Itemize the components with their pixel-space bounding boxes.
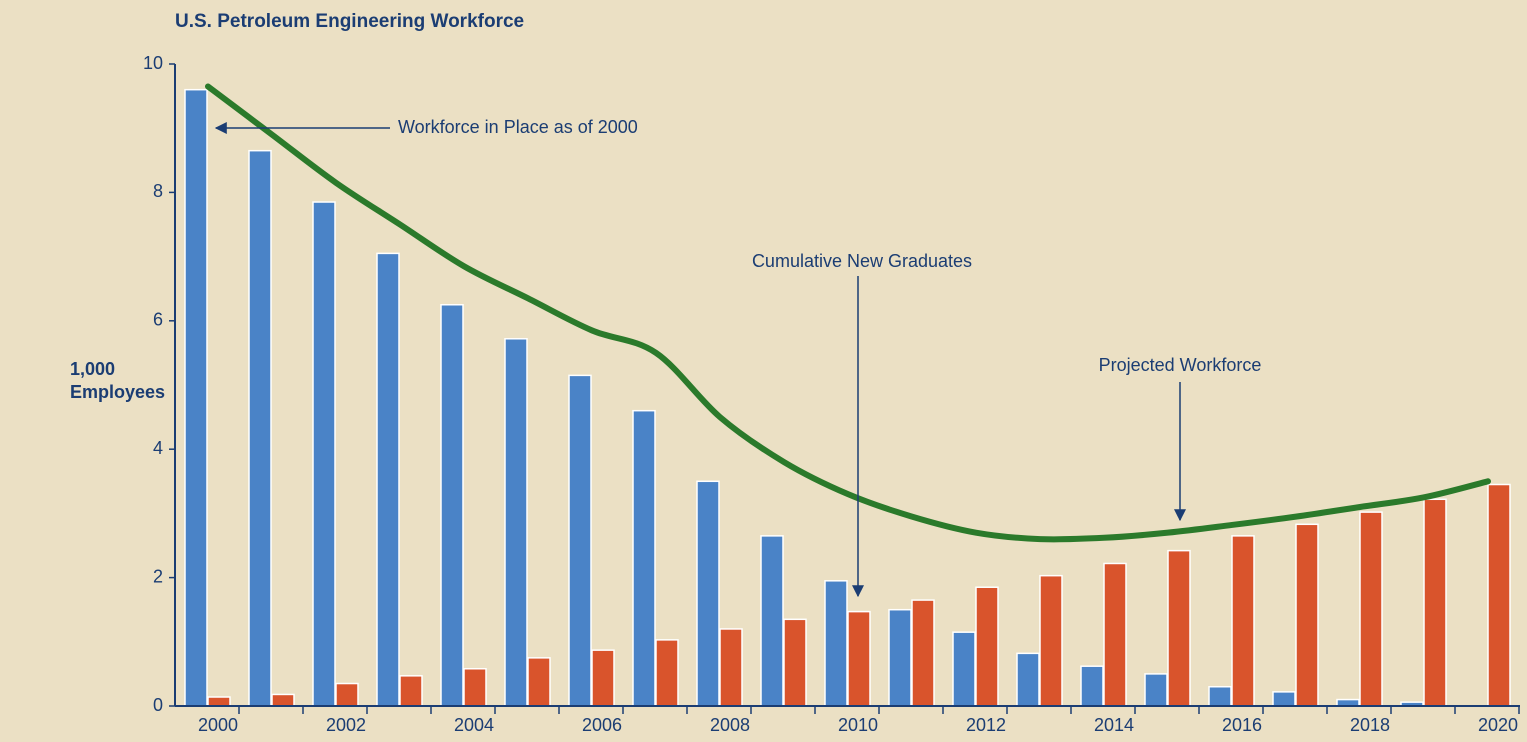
bar — [719, 628, 743, 707]
bar — [1487, 483, 1511, 707]
y-axis-label: 1,000 — [70, 359, 115, 379]
bar — [207, 696, 231, 707]
annotation: Workforce in Place as of 2000 — [398, 117, 638, 137]
y-tick-label: 6 — [153, 310, 163, 330]
bar — [1208, 685, 1232, 707]
bar — [1039, 574, 1063, 707]
x-tick-label: 2008 — [710, 715, 750, 735]
bar — [760, 535, 784, 707]
bar — [1295, 523, 1319, 707]
bar — [847, 610, 871, 707]
bar — [1103, 562, 1127, 707]
bar — [1359, 511, 1383, 707]
annotation: Cumulative New Graduates — [752, 251, 972, 271]
bar — [312, 201, 336, 707]
bar — [376, 252, 400, 707]
x-tick-label: 2004 — [454, 715, 494, 735]
y-tick-label: 0 — [153, 695, 163, 715]
bar — [504, 338, 528, 707]
bar — [975, 586, 999, 707]
y-tick-label: 4 — [153, 438, 163, 458]
x-tick-label: 2002 — [326, 715, 366, 735]
x-tick-label: 2012 — [966, 715, 1006, 735]
bar — [888, 608, 912, 707]
bar — [591, 649, 615, 707]
bar — [568, 374, 592, 707]
bar — [248, 149, 272, 707]
x-tick-label: 2016 — [1222, 715, 1262, 735]
x-tick-label: 2006 — [582, 715, 622, 735]
x-tick-label: 2014 — [1094, 715, 1134, 735]
bar — [399, 675, 423, 707]
annotation: Projected Workforce — [1099, 355, 1262, 375]
bar — [184, 88, 208, 707]
bar — [335, 682, 359, 707]
bar — [1167, 549, 1191, 707]
bar — [527, 657, 551, 707]
bar — [1231, 535, 1255, 707]
bar — [1144, 673, 1168, 707]
bar — [1423, 498, 1447, 707]
bar — [1272, 691, 1296, 707]
bar — [271, 693, 295, 707]
bar — [655, 639, 679, 707]
bar — [824, 580, 848, 707]
x-tick-label: 2010 — [838, 715, 878, 735]
bar — [911, 599, 935, 707]
y-tick-label: 10 — [143, 53, 163, 73]
bar — [632, 409, 656, 707]
bar — [952, 631, 976, 707]
y-axis-label: Employees — [70, 382, 165, 402]
bar — [696, 480, 720, 707]
y-tick-label: 8 — [153, 181, 163, 201]
bar — [463, 668, 487, 707]
chart-title: U.S. Petroleum Engineering Workforce — [175, 11, 524, 32]
bar — [1080, 665, 1104, 707]
bar — [783, 618, 807, 707]
x-tick-label: 2000 — [198, 715, 238, 735]
x-tick-label: 2018 — [1350, 715, 1390, 735]
bar — [440, 304, 464, 707]
x-tick-label: 2020 — [1478, 715, 1518, 735]
bar — [1016, 652, 1040, 707]
line — [205, 83, 1491, 543]
y-tick-label: 2 — [153, 566, 163, 586]
